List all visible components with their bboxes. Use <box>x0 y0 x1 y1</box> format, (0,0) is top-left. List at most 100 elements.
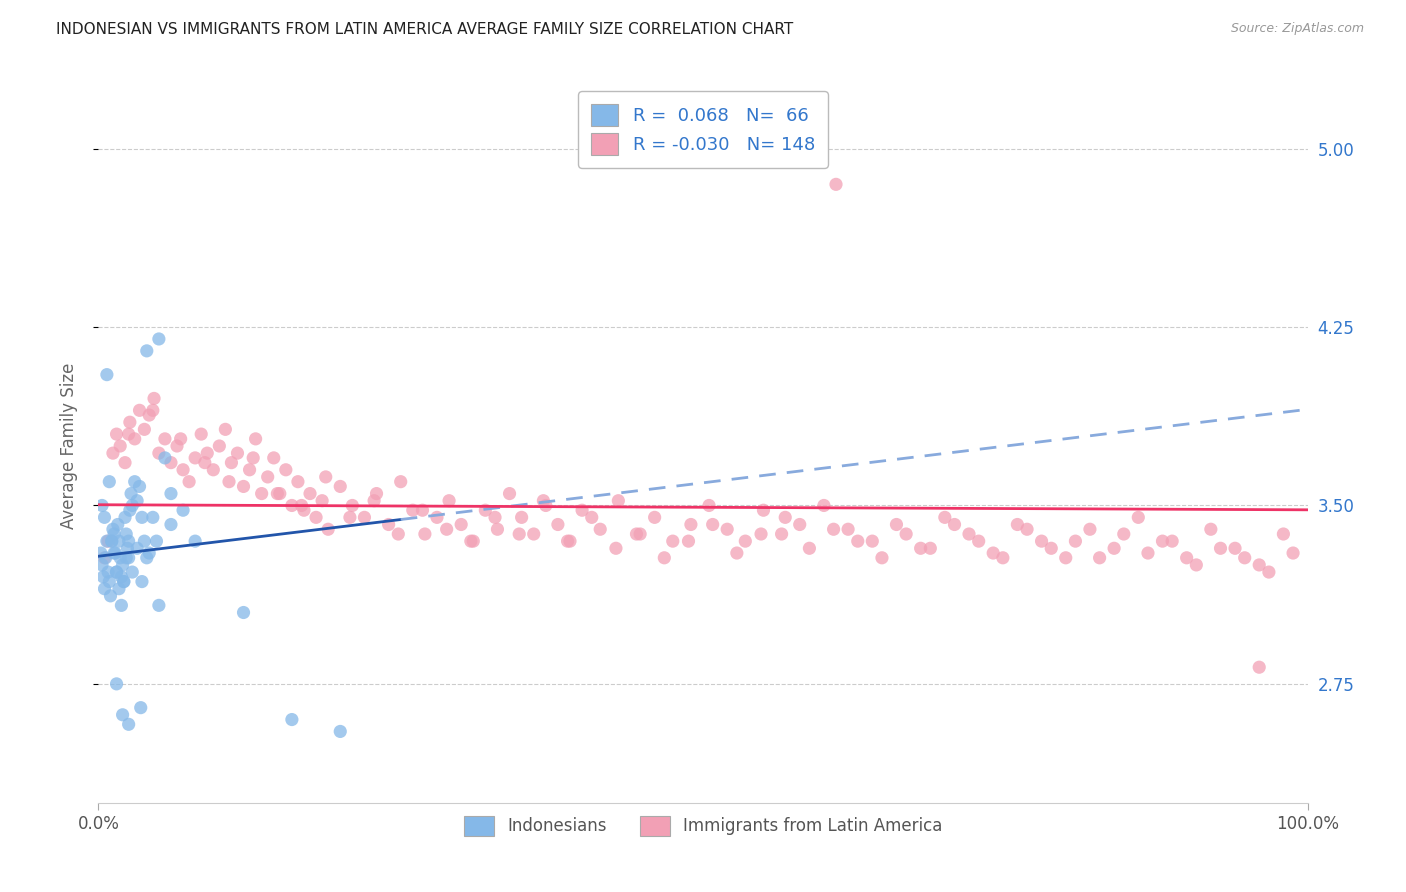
Point <box>813 499 835 513</box>
Point <box>943 517 966 532</box>
Point <box>1136 546 1159 560</box>
Point <box>103 527 125 541</box>
Point <box>1272 527 1295 541</box>
Point <box>353 510 375 524</box>
Point <box>837 522 859 536</box>
Point <box>96 368 118 382</box>
Point <box>208 439 231 453</box>
Point <box>437 493 460 508</box>
Point <box>107 517 129 532</box>
Point <box>97 565 120 579</box>
Point <box>534 499 557 513</box>
Point <box>105 677 128 691</box>
Point <box>1282 546 1305 560</box>
Point <box>860 534 883 549</box>
Legend: Indonesians, Immigrants from Latin America: Indonesians, Immigrants from Latin Ameri… <box>456 807 950 845</box>
Point <box>679 517 702 532</box>
Point <box>991 550 1014 565</box>
Point <box>1064 534 1087 549</box>
Point <box>110 599 132 613</box>
Point <box>256 470 278 484</box>
Point <box>118 503 141 517</box>
Point <box>1015 522 1038 536</box>
Point <box>1102 541 1125 556</box>
Point <box>239 463 262 477</box>
Point <box>97 534 120 549</box>
Text: INDONESIAN VS IMMIGRANTS FROM LATIN AMERICA AVERAGE FAMILY SIZE CORRELATION CHAR: INDONESIAN VS IMMIGRANTS FROM LATIN AMER… <box>56 22 793 37</box>
Point <box>142 510 165 524</box>
Point <box>299 486 322 500</box>
Point <box>103 546 125 560</box>
Point <box>510 510 533 524</box>
Point <box>108 550 131 565</box>
Point <box>799 541 821 556</box>
Point <box>605 541 627 556</box>
Point <box>218 475 240 489</box>
Y-axis label: Average Family Size: Average Family Size <box>59 363 77 529</box>
Point <box>1185 558 1208 572</box>
Point <box>127 541 149 556</box>
Point <box>1199 522 1222 536</box>
Point <box>114 510 136 524</box>
Point <box>752 503 775 517</box>
Point <box>91 558 114 572</box>
Point <box>484 510 506 524</box>
Point <box>607 493 630 508</box>
Point <box>366 486 388 500</box>
Point <box>920 541 942 556</box>
Point <box>194 456 217 470</box>
Point <box>202 463 225 477</box>
Point <box>1031 534 1053 549</box>
Point <box>172 463 194 477</box>
Point <box>117 541 139 556</box>
Point <box>628 527 651 541</box>
Point <box>1257 565 1279 579</box>
Point <box>148 599 170 613</box>
Point <box>118 534 141 549</box>
Point <box>179 475 201 489</box>
Point <box>290 499 312 513</box>
Point <box>131 510 153 524</box>
Point <box>316 522 339 536</box>
Point <box>94 550 117 565</box>
Point <box>957 527 980 541</box>
Point <box>160 486 183 500</box>
Point <box>886 517 908 532</box>
Point <box>138 408 160 422</box>
Point <box>93 582 115 596</box>
Point <box>138 546 160 560</box>
Point <box>846 534 869 549</box>
Point <box>789 517 811 532</box>
Point <box>184 534 207 549</box>
Point <box>389 475 412 489</box>
Point <box>232 479 254 493</box>
Point <box>571 503 593 517</box>
Point <box>124 432 146 446</box>
Point <box>339 510 361 524</box>
Point <box>281 713 304 727</box>
Point <box>1088 550 1111 565</box>
Point <box>342 499 364 513</box>
Point <box>112 574 135 589</box>
Point <box>1054 550 1077 565</box>
Point <box>121 565 143 579</box>
Point <box>100 589 122 603</box>
Point <box>531 493 554 508</box>
Point <box>263 450 285 465</box>
Point <box>1161 534 1184 549</box>
Point <box>825 178 848 192</box>
Point <box>118 550 141 565</box>
Point <box>558 534 581 549</box>
Point <box>1112 527 1135 541</box>
Point <box>90 546 112 560</box>
Point <box>91 570 114 584</box>
Point <box>93 510 115 524</box>
Point <box>232 606 254 620</box>
Point <box>305 510 328 524</box>
Point <box>678 534 700 549</box>
Point <box>118 427 141 442</box>
Point <box>118 717 141 731</box>
Point <box>111 707 134 722</box>
Point <box>108 439 131 453</box>
Point <box>387 527 409 541</box>
